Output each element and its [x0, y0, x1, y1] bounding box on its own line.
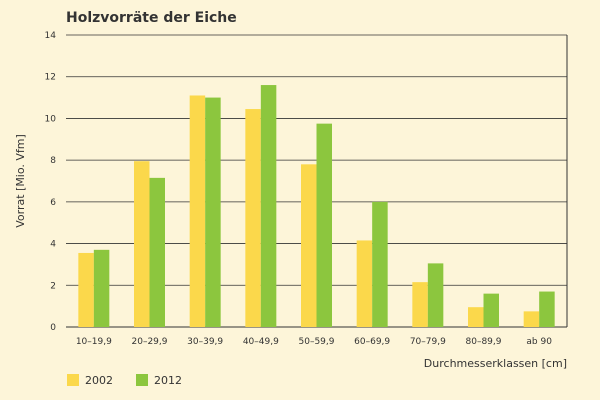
bar-2002-2: [134, 161, 150, 327]
bar-2012-3: [205, 97, 221, 327]
legend: 2002 2012: [67, 374, 182, 387]
legend-swatch-2012: [136, 374, 148, 386]
bar-2002-5: [301, 164, 317, 327]
legend-label-2002: 2002: [85, 374, 113, 387]
x-axis-ticks: 10–19,9 20–29,9 30–39,9 40–49,9 50–59,9 60–69…: [76, 337, 552, 347]
y-tick-label: 2: [50, 281, 56, 291]
bar-2002-6: [356, 240, 373, 327]
x-tick-label: 20–29,9: [132, 337, 168, 347]
bar-2012-9: [539, 291, 555, 327]
y-tick-label: 12: [45, 73, 56, 83]
y-tick-label: 6: [50, 198, 56, 208]
x-tick-label: 80–89,9: [466, 337, 502, 347]
legend-swatch-2002: [67, 374, 79, 386]
x-tick-label: 70–79,9: [410, 337, 446, 347]
bar-2002-3: [189, 95, 206, 327]
bar-2002-7: [412, 282, 428, 327]
x-tick-label: 40–49,9: [243, 337, 279, 347]
bars: [78, 85, 555, 328]
bar-2002-9: [523, 311, 540, 327]
y-tick-label: 0: [50, 323, 56, 333]
chart-title: Holzvorräte der Eiche: [66, 10, 237, 26]
x-tick-label: ab 90: [526, 337, 552, 347]
y-tick-label: 14: [45, 31, 57, 41]
bar-2012-7: [427, 263, 444, 327]
x-tick-label: 60–69,9: [354, 337, 390, 347]
x-tick-label: 50–59,9: [299, 337, 335, 347]
y-tick-label: 8: [50, 156, 56, 166]
bar-2002-4: [245, 109, 261, 328]
y-tick-label: 4: [50, 240, 56, 250]
x-tick-label: 10–19,9: [76, 337, 112, 347]
legend-label-2012: 2012: [154, 374, 182, 387]
bar-2002-8: [468, 307, 484, 327]
bar-2012-8: [483, 293, 499, 327]
y-tick-label: 10: [45, 114, 57, 124]
bar-2012-1: [93, 249, 110, 327]
bar-2012-5: [316, 123, 332, 328]
bar-2002-1: [78, 252, 94, 327]
x-tick-label: 30–39,9: [187, 337, 223, 347]
bar-2012-4: [260, 85, 277, 327]
x-axis-label: Durchmesserklassen [cm]: [424, 357, 567, 370]
y-axis-ticks: 0 2 4 6 8 10 12 14: [45, 31, 57, 333]
y-axis-label: Vorrat [Mio. Vfm]: [14, 134, 27, 228]
bar-2012-2: [149, 177, 165, 327]
bar-2012-6: [372, 201, 388, 327]
